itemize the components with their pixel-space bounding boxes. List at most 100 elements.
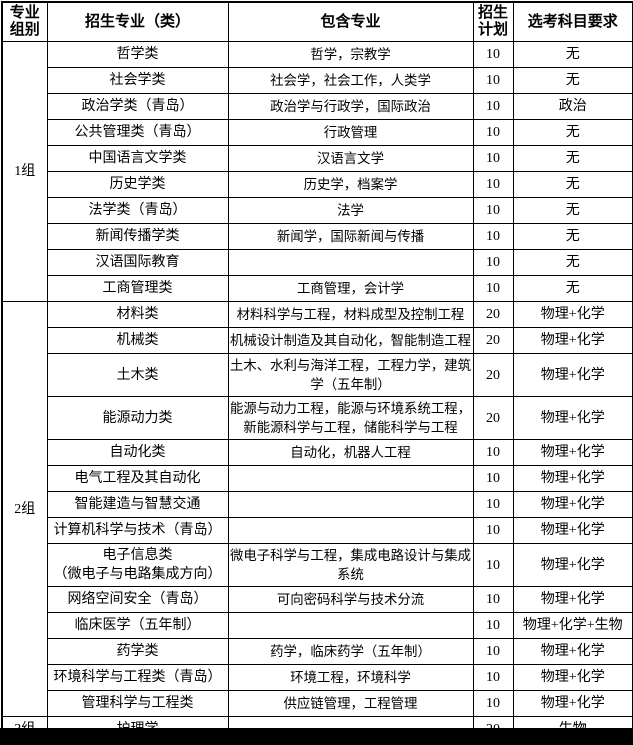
subjects-cell: 物理+化学 — [512, 353, 633, 397]
table-row: 电子信息类 （微电子与电路集成方向） 微电子科学与工程，集成电路设计与集成系统 10… — [2, 543, 633, 587]
plan-cell: 10 — [472, 41, 514, 68]
subjects-cell: 物理+化学 — [512, 465, 633, 492]
table-row: 社会学类 社会学，社会工作，人类学 10 无 — [2, 67, 633, 94]
plan-cell: 20 — [472, 353, 514, 397]
major-cell: 工商管理类 — [46, 275, 229, 302]
subjects-cell: 物理+化学 — [512, 517, 633, 544]
col-header-major: 招生专业（类） — [46, 1, 229, 42]
plan-cell: 20 — [472, 327, 514, 354]
plan-cell: 10 — [472, 690, 514, 717]
header-row: 专业组别 招生专业（类） 包含专业 招生计划 选考科目要求 — [1, 1, 633, 42]
subjects-cell: 物理+化学 — [512, 301, 633, 328]
major-cell: 新闻传播学类 — [46, 223, 229, 250]
major-cell: 汉语国际教育 — [46, 249, 229, 276]
subjects-cell: 无 — [512, 249, 633, 276]
table-row: 临床医学（五年制） 10 物理+化学+生物 — [2, 612, 633, 639]
plan-cell: 10 — [472, 119, 514, 146]
includes-cell: 哲学，宗教学 — [227, 41, 474, 68]
table-row: 中国语言文学类 汉语言文学 10 无 — [2, 145, 633, 172]
major-cell: 电气工程及其自动化 — [46, 465, 229, 492]
includes-cell: 能源与动力工程，能源与环境系统工程，新能源科学与工程，储能科学与工程 — [227, 396, 474, 440]
table-row: 网络空间安全（青岛） 可向密码科学与技术分流 10 物理+化学 — [2, 586, 633, 613]
major-cell: 能源动力类 — [46, 396, 229, 440]
major-cell: 机械类 — [46, 327, 229, 354]
major-cell: 管理科学与工程类 — [46, 690, 229, 717]
subjects-cell: 物理+化学 — [512, 543, 633, 587]
major-cell: 材料类 — [46, 301, 229, 328]
subjects-cell: 物理+化学+生物 — [512, 612, 633, 639]
major-cell: 中国语言文学类 — [46, 145, 229, 172]
major-cell: 哲学类 — [46, 41, 229, 68]
col-header-includes: 包含专业 — [227, 1, 474, 42]
plan-cell: 10 — [472, 465, 514, 492]
subjects-cell: 物理+化学 — [512, 327, 633, 354]
major-cell: 网络空间安全（青岛） — [46, 586, 229, 613]
plan-cell: 10 — [472, 612, 514, 639]
major-cell: 药学类 — [46, 638, 229, 665]
plan-cell: 10 — [472, 664, 514, 691]
plan-cell: 10 — [472, 145, 514, 172]
major-cell: 环境科学与工程类（青岛） — [46, 664, 229, 691]
major-cell: 自动化类 — [46, 439, 229, 466]
includes-cell: 环境工程，环境科学 — [227, 664, 474, 691]
table-row: 新闻传播学类 新闻学，国际新闻与传播 10 无 — [2, 223, 633, 250]
group-label: 2组 — [1, 301, 48, 717]
subjects-cell: 无 — [512, 41, 633, 68]
includes-cell: 工商管理，会计学 — [227, 275, 474, 302]
includes-cell: 新闻学，国际新闻与传播 — [227, 223, 474, 250]
table-row: 工商管理类 工商管理，会计学 10 无 — [2, 275, 633, 302]
major-cell: 政治学类（青岛） — [46, 93, 229, 120]
includes-cell: 法学 — [227, 197, 474, 224]
plan-cell: 10 — [472, 638, 514, 665]
subjects-cell: 无 — [512, 223, 633, 250]
subjects-cell: 无 — [512, 197, 633, 224]
subjects-cell: 无 — [512, 275, 633, 302]
subjects-cell: 物理+化学 — [512, 664, 633, 691]
major-cell: 临床医学（五年制） — [46, 612, 229, 639]
major-cell: 智能建造与智慧交通 — [46, 491, 229, 518]
table-row: 2组 材料类 材料科学与工程，材料成型及控制工程 20 物理+化学 — [1, 301, 633, 717]
subjects-cell: 物理+化学 — [512, 586, 633, 613]
plan-cell: 10 — [472, 171, 514, 198]
table-row: 土木类 土木、水利与海洋工程，工程力学，建筑学（五年制） 20 物理+化学 — [2, 353, 633, 397]
subjects-cell: 政治 — [512, 93, 633, 120]
includes-cell: 政治学与行政学，国际政治 — [227, 93, 474, 120]
subjects-cell: 物理+化学 — [512, 439, 633, 466]
includes-cell: 材料科学与工程，材料成型及控制工程 — [227, 301, 474, 328]
plan-cell: 20 — [472, 396, 514, 440]
col-header-plan: 招生计划 — [472, 1, 514, 42]
table-row: 环境科学与工程类（青岛） 环境工程，环境科学 10 物理+化学 — [2, 664, 633, 691]
bottom-black-bar — [0, 728, 633, 745]
table-row: 管理科学与工程类 供应链管理，工程管理 10 物理+化学 — [2, 690, 633, 717]
col-header-group: 专业组别 — [1, 1, 48, 42]
subjects-cell: 物理+化学 — [512, 638, 633, 665]
includes-cell: 行政管理 — [227, 119, 474, 146]
plan-cell: 10 — [472, 517, 514, 544]
plan-cell: 10 — [472, 67, 514, 94]
plan-cell: 10 — [472, 223, 514, 250]
table-row: 电气工程及其自动化 10 物理+化学 — [2, 465, 633, 492]
major-cell: 历史学类 — [46, 171, 229, 198]
plan-cell: 10 — [472, 491, 514, 518]
subjects-cell: 无 — [512, 67, 633, 94]
table-row: 机械类 机械设计制造及其自动化，智能制造工程 20 物理+化学 — [2, 327, 633, 354]
major-cell: 法学类（青岛） — [46, 197, 229, 224]
table-row: 计算机科学与技术（青岛） 10 物理+化学 — [2, 517, 633, 544]
includes-cell: 机械设计制造及其自动化，智能制造工程 — [227, 327, 474, 354]
subjects-cell: 无 — [512, 119, 633, 146]
table-row: 药学类 药学，临床药学（五年制） 10 物理+化学 — [2, 638, 633, 665]
table-row: 自动化类 自动化，机器人工程 10 物理+化学 — [2, 439, 633, 466]
subjects-cell: 无 — [512, 145, 633, 172]
major-cell: 土木类 — [46, 353, 229, 397]
col-header-subjects: 选考科目要求 — [512, 1, 633, 42]
table-row: 公共管理类（青岛） 行政管理 10 无 — [2, 119, 633, 146]
includes-cell — [227, 517, 474, 544]
includes-cell: 可向密码科学与技术分流 — [227, 586, 474, 613]
includes-cell — [227, 249, 474, 276]
includes-cell: 微电子科学与工程，集成电路设计与集成系统 — [227, 543, 474, 587]
major-cell: 社会学类 — [46, 67, 229, 94]
plan-cell: 10 — [472, 197, 514, 224]
subjects-cell: 无 — [512, 171, 633, 198]
